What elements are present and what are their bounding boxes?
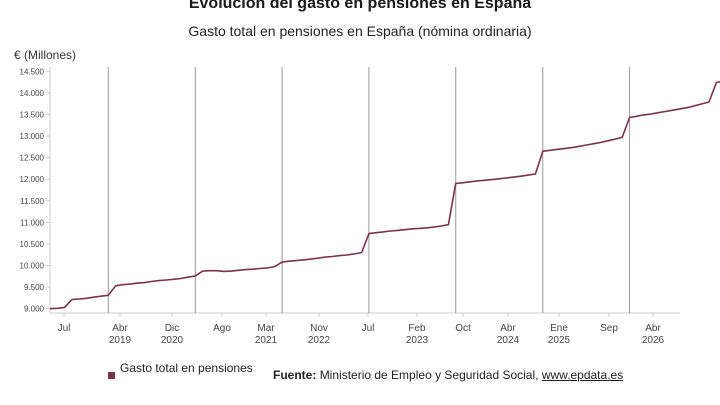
y-axis-unit-label: € (Millones): [14, 48, 77, 62]
y-tick-label: 11.500: [20, 197, 44, 206]
source-label: Fuente:: [273, 368, 317, 382]
x-tick-month-label: Abr: [500, 323, 516, 334]
x-tick-month-label: Oct: [455, 323, 471, 334]
x-tick-year-label: 2020: [161, 335, 184, 346]
series-line-gasto-total: [49, 80, 720, 310]
x-tick-year-label: 2022: [308, 335, 331, 346]
x-tick-month-label: Jul: [58, 323, 71, 334]
y-tick-label: 10.500: [20, 240, 45, 249]
chart-subtitle: Gasto total en pensiones en España (nómi…: [188, 23, 532, 39]
chart-title: Evolución del gasto en pensiones en Espa…: [188, 0, 532, 12]
y-tick-label: 10.000: [20, 262, 45, 271]
y-tick-label: 11.000: [20, 218, 44, 227]
legend-label: Gasto total en pensiones: [120, 361, 253, 375]
legend: Gasto total en pensiones: [108, 361, 253, 379]
x-tick-month-label: Nov: [310, 323, 328, 334]
y-tick-label: 14.500: [20, 67, 45, 76]
y-tick-label: 12.500: [20, 154, 45, 163]
y-tick-label: 13.500: [20, 110, 45, 119]
source-note: Fuente: Ministerio de Empleo y Seguridad…: [273, 368, 623, 382]
x-tick-month-label: Ago: [213, 323, 231, 334]
x-tick-month-label: Ene: [550, 323, 568, 334]
x-tick-year-label: 2024: [497, 335, 520, 346]
x-tick-month-label: Jul: [362, 323, 375, 334]
y-tick-label: 13.000: [20, 132, 45, 141]
x-tick-month-label: Abr: [112, 323, 128, 334]
x-tick-year-label: 2026: [642, 335, 665, 346]
x-tick-year-label: 2019: [109, 335, 132, 346]
y-tick-label: 9.000: [24, 305, 45, 314]
x-tick-year-label: 2023: [406, 335, 429, 346]
y-tick-label: 9.500: [24, 283, 45, 292]
legend-swatch: [108, 372, 115, 379]
x-tick-month-label: Sep: [600, 323, 618, 334]
source-text: Ministerio de Empleo y Seguridad Social,: [319, 368, 539, 382]
x-tick-month-label: Feb: [408, 323, 426, 334]
y-tick-label: 14.000: [20, 89, 45, 98]
x-tick-month-label: Mar: [257, 323, 275, 334]
x-tick-year-label: 2021: [255, 335, 278, 346]
x-tick-month-label: Abr: [645, 323, 661, 334]
x-tick-year-label: 2025: [548, 335, 571, 346]
source-link[interactable]: www.epdata.es: [541, 368, 624, 382]
x-tick-month-label: Dic: [165, 323, 179, 334]
y-tick-label: 12.000: [20, 175, 45, 184]
